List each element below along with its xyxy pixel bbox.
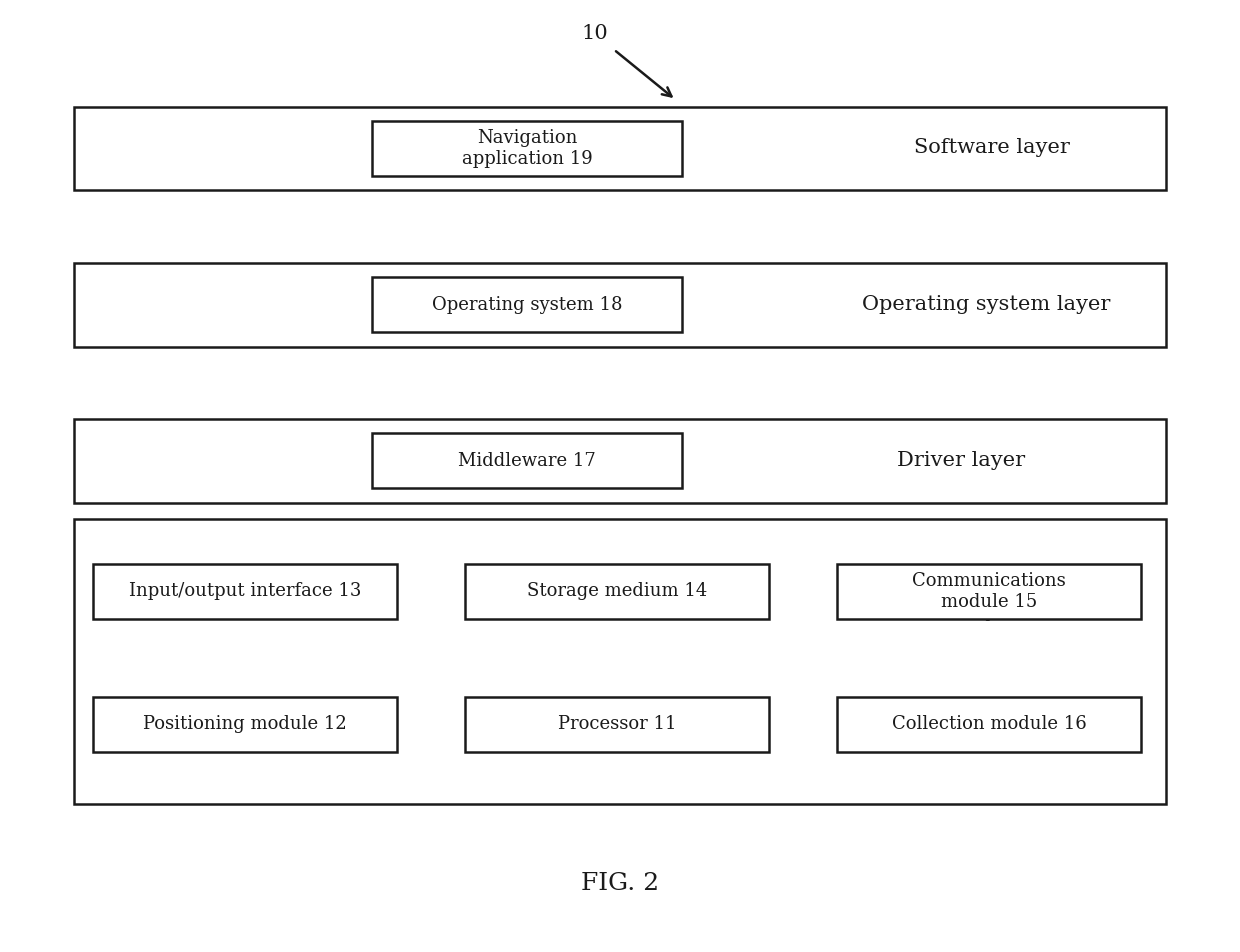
Text: Driver layer: Driver layer — [897, 451, 1025, 470]
Bar — [372, 277, 682, 332]
Text: Middleware 17: Middleware 17 — [458, 452, 596, 469]
Bar — [74, 263, 1166, 347]
Text: Communications
module 15: Communications module 15 — [913, 572, 1065, 610]
Text: Storage medium 14: Storage medium 14 — [527, 583, 707, 600]
Bar — [372, 121, 682, 176]
Bar — [74, 519, 1166, 804]
Bar — [93, 564, 397, 619]
Text: FIG. 2: FIG. 2 — [580, 872, 660, 895]
Bar — [372, 433, 682, 488]
Text: Operating system 18: Operating system 18 — [432, 296, 622, 313]
Text: Software layer: Software layer — [914, 138, 1070, 157]
Text: Operating system layer: Operating system layer — [862, 295, 1110, 314]
Bar — [837, 697, 1141, 752]
Bar — [93, 697, 397, 752]
Text: Navigation
application 19: Navigation application 19 — [461, 129, 593, 168]
Text: Hardware layer: Hardware layer — [853, 602, 1019, 621]
Bar — [837, 564, 1141, 619]
Text: Positioning module 12: Positioning module 12 — [143, 716, 347, 733]
Bar — [465, 697, 769, 752]
Text: Collection module 16: Collection module 16 — [892, 716, 1086, 733]
Bar — [74, 107, 1166, 190]
Text: 10: 10 — [582, 24, 609, 43]
Text: Input/output interface 13: Input/output interface 13 — [129, 583, 361, 600]
Text: Processor 11: Processor 11 — [558, 716, 676, 733]
Bar — [74, 419, 1166, 503]
Bar — [465, 564, 769, 619]
